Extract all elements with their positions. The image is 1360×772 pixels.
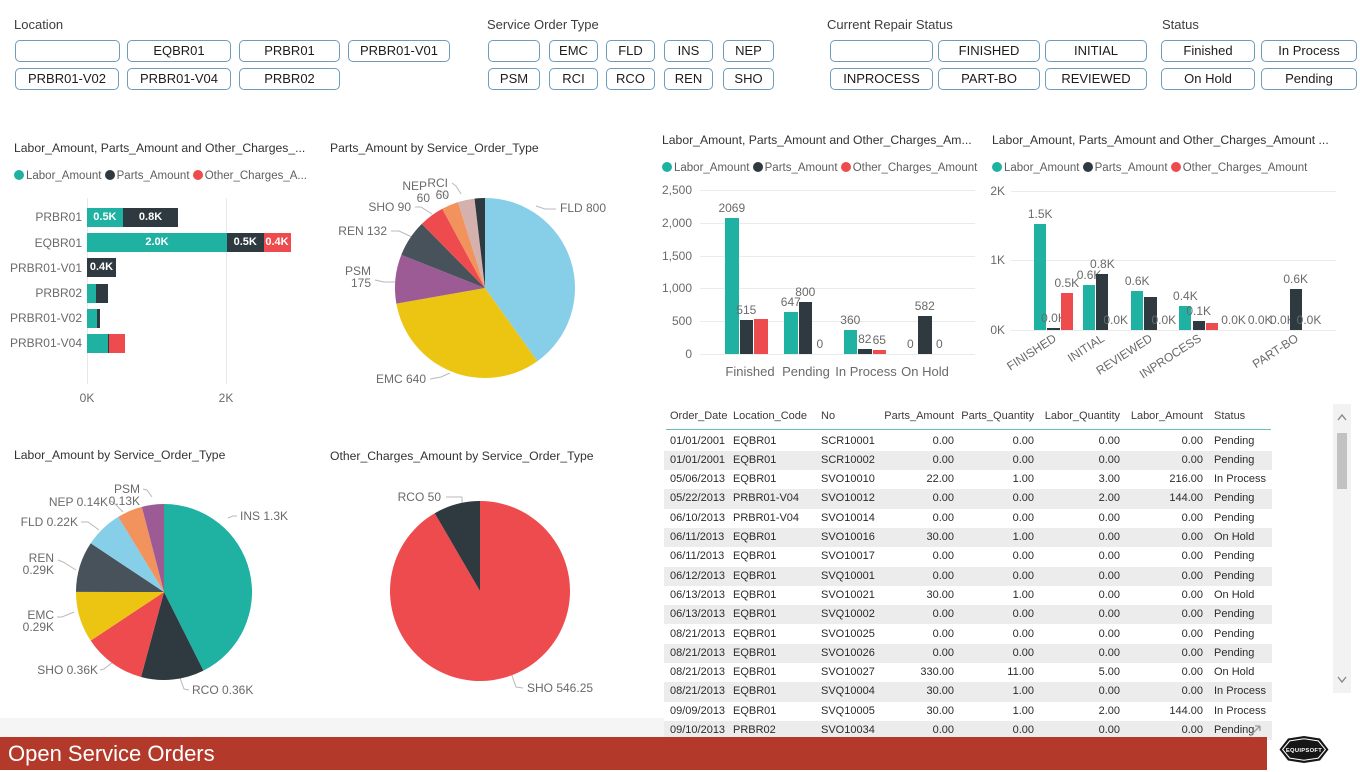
svg-text:FLD 800: FLD 800 — [560, 201, 606, 215]
svg-text:0.29K: 0.29K — [23, 620, 54, 634]
svg-text:RCI: RCI — [427, 176, 448, 190]
svg-text:60: 60 — [436, 188, 450, 202]
svg-text:EQUIPSOFT: EQUIPSOFT — [1286, 748, 1322, 754]
svg-text:60: 60 — [417, 191, 431, 205]
svg-text:REN 132: REN 132 — [338, 224, 387, 238]
svg-text:NEP: NEP — [402, 179, 427, 193]
svg-text:FLD 0.22K: FLD 0.22K — [21, 515, 78, 529]
svg-text:SHO 90: SHO 90 — [368, 200, 411, 214]
svg-text:PSM: PSM — [114, 482, 140, 496]
svg-text:SHO 546.25: SHO 546.25 — [527, 681, 593, 695]
svg-text:0.13K: 0.13K — [109, 494, 140, 508]
svg-text:EMC 640: EMC 640 — [376, 372, 426, 386]
svg-text:SHO 0.36K: SHO 0.36K — [37, 663, 98, 677]
svg-text:RCO 0.36K: RCO 0.36K — [192, 683, 253, 697]
svg-text:INS 1.3K: INS 1.3K — [240, 509, 288, 523]
svg-text:RCO 50: RCO 50 — [398, 490, 442, 504]
svg-text:EMC: EMC — [27, 608, 54, 622]
svg-text:REN: REN — [29, 551, 54, 565]
svg-text:PSM: PSM — [345, 264, 371, 278]
svg-text:NEP 0.14K: NEP 0.14K — [49, 495, 108, 509]
svg-text:0.29K: 0.29K — [23, 563, 54, 577]
svg-text:175: 175 — [351, 276, 371, 290]
